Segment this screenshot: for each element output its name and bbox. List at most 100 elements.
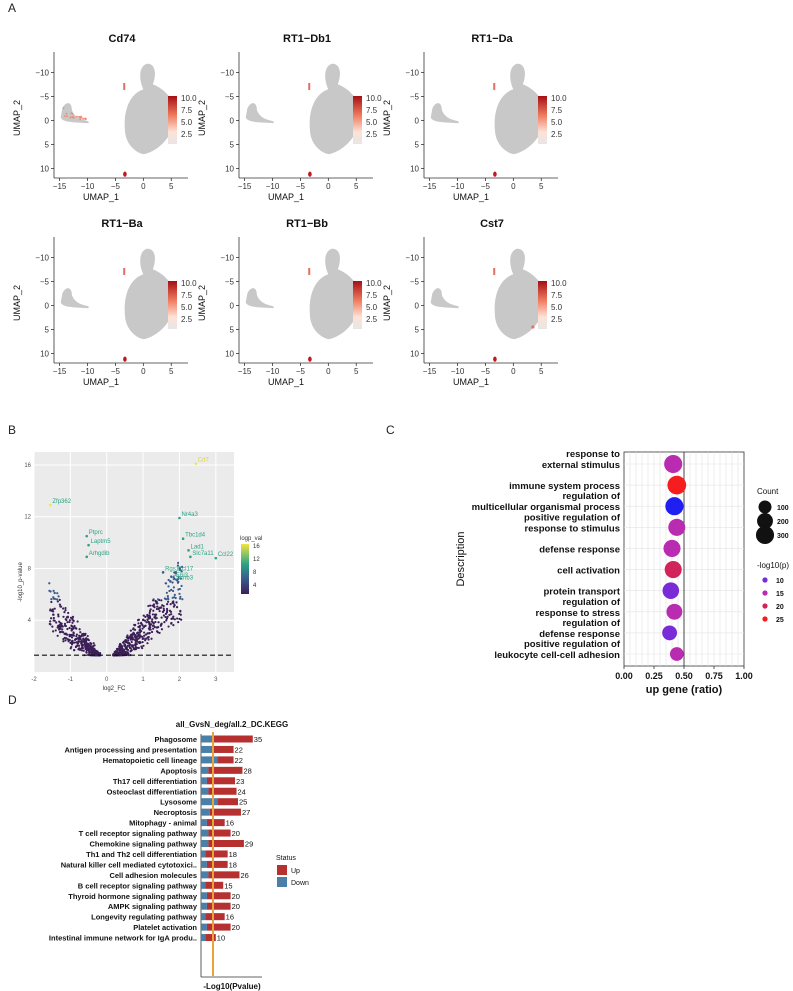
kegg-bar-total-label: 20 [232,902,240,911]
volcano-point [160,623,163,626]
volcano-point [66,627,69,631]
volcano-point [56,592,59,595]
umap-colorbar-tick-label: 2.5 [551,130,563,139]
umap-colorbar-tick-label: 7.5 [366,291,378,300]
kegg-title: all_GvsN_deg/all.2_DC.KEGG [176,720,289,729]
umap-colorbar-tick-label: 5.0 [366,118,378,127]
volcano-point [167,585,170,588]
umap-x-tick-label: 5 [354,182,359,191]
volcano-point [176,578,180,581]
volcano-point [53,597,57,601]
volcano-point [49,623,52,626]
volcano-point [132,627,135,630]
kegg-bar-total-label: 10 [217,934,225,943]
volcano-point [172,577,176,581]
umap-y-tick-label: −10 [405,68,419,77]
volcano-point [155,617,158,620]
volcano-point [174,571,178,574]
volcano-point [63,632,66,636]
volcano-point [65,618,68,622]
go-bubble [663,539,681,557]
volcano-point [64,609,67,612]
volcano-point [141,641,144,644]
volcano-point [70,624,73,628]
kegg-category-label: AMPK signaling pathway [108,902,198,911]
kegg-bar-down [201,798,218,806]
kegg-bar-down [201,923,207,931]
umap-x-tick-label: 5 [539,367,544,376]
volcano-point [131,633,134,636]
volcano-point [173,596,176,599]
umap-side-cluster [60,288,89,309]
volcano-point [142,637,145,640]
volcano-point [153,616,156,619]
volcano-point [189,555,192,559]
volcano-point [141,619,145,622]
kegg-bar-total-label: 18 [229,850,237,859]
kegg-bar-total-label: 24 [238,787,246,796]
volcano-point [155,600,158,603]
volcano-point [89,651,93,654]
umap-expr-point [82,117,85,120]
volcano-y-tick-label: 8 [28,566,32,572]
volcano-point [70,627,73,631]
volcano-point [87,644,90,647]
kegg-bar-up [208,840,244,847]
volcano-point [56,600,59,603]
umap-y-axis-label: UMAP_2 [12,100,22,136]
volcano-point [169,580,172,583]
umap-panel: RT1−Db1 −15 −10 −5 0 5 −10 −5 0 5 10 UMAP_1 UMAP_2 2.… [197,33,382,202]
kegg-bar-up [205,881,224,889]
volcano-point [181,598,184,601]
umap-x-tick-label: −10 [266,182,280,191]
umap-side-cluster [245,103,274,124]
volcano-gene-label: Slc7a11 [192,551,214,557]
volcano-point [82,638,85,641]
umap-x-axis-label: UMAP_1 [268,192,304,202]
volcano-point [94,652,97,655]
volcano-point [152,605,156,608]
volcano-point [68,619,71,622]
kegg-bar-down [201,777,207,785]
kegg-category-label: Chemokine signaling pathway [89,840,197,849]
umap-colorbar [168,96,177,144]
umap-y-tick-label: −5 [225,92,235,101]
kegg-category-label: Thyroid hormone signaling pathway [68,892,198,901]
go-y-axis-label: Description [455,531,467,586]
umap-panel: Cd74 −15 −10 −5 0 5 −10 −5 0 5 10 UMAP_1 UMAP_2 2.5 5.… [12,33,197,202]
volcano-point [56,626,59,629]
volcano-point [178,597,182,600]
umap-y-tick-label: 0 [45,116,50,125]
go-category-label: regulation of [562,491,620,502]
volcano-point [138,628,142,631]
volcano-point [121,645,124,648]
umap-expr-cluster-top [308,267,311,275]
umap-y-axis-label: UMAP_2 [382,285,392,321]
umap-x-tick-label: −5 [111,367,121,376]
volcano-point [50,598,53,601]
volcano-point [147,620,150,623]
volcano-point [152,627,155,630]
umap-x-tick-label: 0 [141,182,146,191]
volcano-point [143,624,147,628]
volcano-point [156,605,159,608]
volcano-point [134,634,137,637]
volcano-point [144,639,147,642]
volcano-point [175,606,179,609]
volcano-point [143,631,146,634]
volcano-point [176,617,179,620]
go-count-legend-title: Count [757,487,779,496]
volcano-point [114,650,117,653]
umap-panel-title: Cd74 [109,33,137,45]
volcano-colorbar-tick-label: 16 [253,544,260,550]
volcano-point [92,642,95,645]
volcano-point [72,641,75,644]
volcano-point [157,598,160,601]
volcano-point [86,647,89,650]
volcano-point [150,620,153,623]
volcano-point [141,623,144,626]
go-p-legend-title: -log10(p) [757,561,789,570]
volcano-point [147,638,150,641]
volcano-point [128,646,132,649]
volcano-point [52,630,55,633]
